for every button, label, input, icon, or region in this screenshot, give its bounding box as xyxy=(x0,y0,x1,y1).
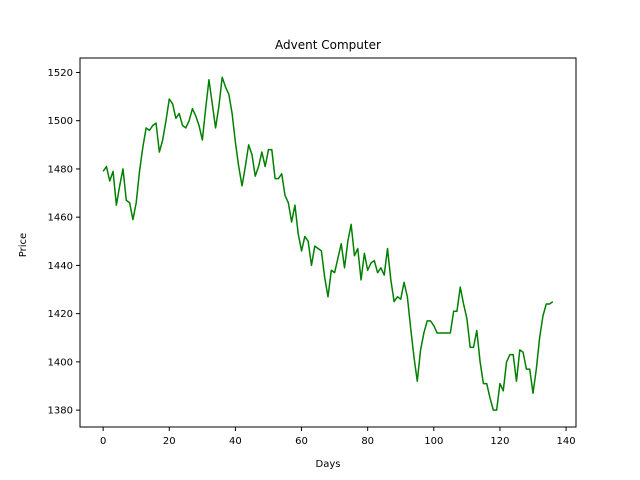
y-tick-label: 1460 xyxy=(48,213,73,224)
x-tick-label: 100 xyxy=(424,436,443,447)
y-axis: 1380 1400 1420 1440 1460 1480 1500 1520 xyxy=(48,68,80,417)
series-layer xyxy=(102,76,554,411)
chart-title: Advent Computer xyxy=(275,38,381,52)
x-tick-label: 80 xyxy=(361,436,374,447)
plot-area xyxy=(79,57,577,428)
x-tick-label: 140 xyxy=(557,436,576,447)
y-tick-label: 1420 xyxy=(48,309,73,320)
plot-frame xyxy=(79,57,577,428)
x-tick-label: 120 xyxy=(490,436,509,447)
y-tick-label: 1480 xyxy=(48,164,73,175)
x-tick-label: 40 xyxy=(229,436,242,447)
y-axis-label: Price xyxy=(18,233,29,257)
x-tick-label: 20 xyxy=(163,436,176,447)
y-tick-label: 1520 xyxy=(48,68,73,79)
y-tick-label: 1440 xyxy=(48,261,73,272)
y-tick-label: 1400 xyxy=(48,357,73,368)
x-tick-label: 60 xyxy=(295,436,308,447)
x-tick-label: 0 xyxy=(100,436,106,447)
x-axis: 0 20 40 60 80 100 120 140 xyxy=(100,427,576,447)
y-tick-label: 1500 xyxy=(48,116,73,127)
y-tick-label: 1380 xyxy=(48,406,73,417)
series-line-0 xyxy=(102,76,554,411)
x-axis-label: Days xyxy=(316,459,341,470)
